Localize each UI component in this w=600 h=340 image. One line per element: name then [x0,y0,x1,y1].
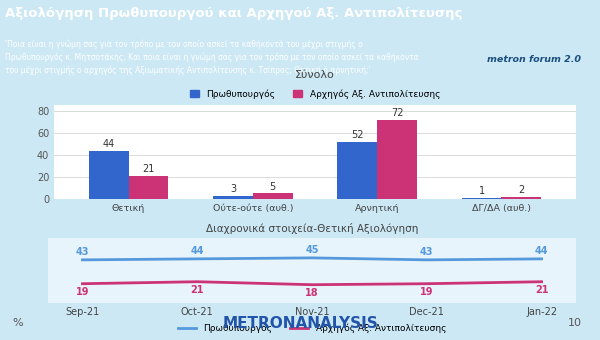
Text: METRONANALYSIS: METRONANALYSIS [222,316,378,330]
Text: 18: 18 [305,288,319,298]
Bar [253,193,293,199]
Legend: Πρωθυπουργός, Αρχηγός Αξ. Αντιπολίτευσης: Πρωθυπουργός, Αρχηγός Αξ. Αντιπολίτευσης [175,320,449,337]
Bar [213,195,253,199]
Text: 21: 21 [142,165,155,174]
Text: 44: 44 [190,246,204,256]
Text: 43: 43 [420,247,434,257]
Text: 45: 45 [305,245,319,255]
Text: 10: 10 [568,318,582,328]
Text: 44: 44 [535,246,548,256]
Text: 1: 1 [478,186,485,197]
Bar [128,176,169,199]
Legend: Πρωθυπουργός, Αρχηγός Αξ. Αντιπολίτευσης: Πρωθυπουργός, Αρχηγός Αξ. Αντιπολίτευσης [187,86,443,102]
Text: metron forum 2.0: metron forum 2.0 [487,54,581,64]
Text: 21: 21 [535,285,548,295]
Text: 5: 5 [269,182,276,192]
Text: 'Ποια είναι η γνώμη σας για τον τρόπο με τον οποίο ασκεί τα καθήκοντά του μέχρι : 'Ποια είναι η γνώμη σας για τον τρόπο με… [5,40,418,75]
Bar [89,151,128,199]
Text: 19: 19 [76,287,89,297]
Title: Διαχρονικά στοιχεία-Θετική Αξιολόγηση: Διαχρονικά στοιχεία-Θετική Αξιολόγηση [206,223,418,235]
Text: %: % [12,318,23,328]
Text: 52: 52 [351,130,364,140]
Bar [461,198,502,199]
Text: 3: 3 [230,184,236,194]
Text: 44: 44 [103,139,115,149]
Text: Αξιολόγηση Πρωθυπουργού και Αρχηγού Αξ. Αντιπολίτευσης: Αξιολόγηση Πρωθυπουργού και Αρχηγού Αξ. … [5,7,462,20]
Title: Σύνολο: Σύνολο [295,70,335,80]
Bar [502,197,541,199]
Bar [377,120,417,199]
Bar [337,142,377,199]
Text: 2: 2 [518,185,524,195]
Text: 43: 43 [76,247,89,257]
Text: 19: 19 [420,287,434,297]
Text: 72: 72 [391,108,403,118]
Text: 21: 21 [190,285,204,295]
